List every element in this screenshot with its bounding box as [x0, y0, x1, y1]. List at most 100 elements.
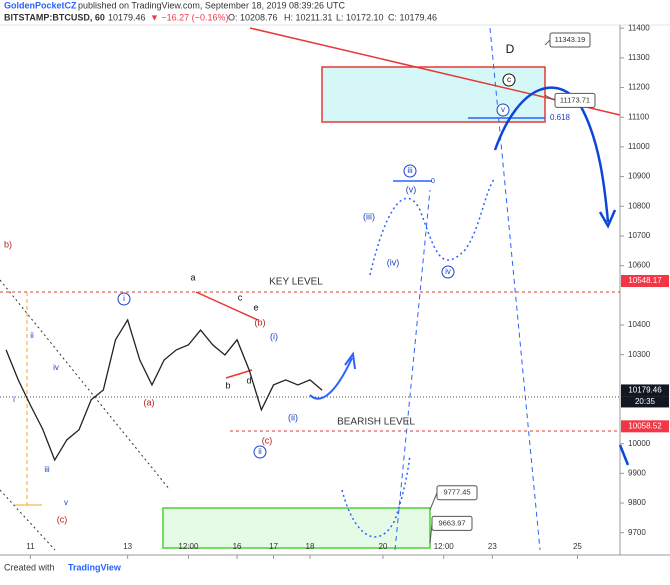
y-tick-label: 11200 — [628, 83, 650, 92]
annotation: v — [64, 498, 68, 507]
price-label-box — [621, 420, 669, 433]
y-tick-label: 11400 — [628, 23, 650, 32]
y-tick-label: 11100 — [628, 112, 650, 121]
annotation: (iii) — [363, 211, 375, 221]
open: O: 10208.76 — [228, 12, 278, 22]
annotation: iii — [407, 166, 413, 175]
x-tick-label: 17 — [269, 542, 278, 551]
last-price: 10179.46 — [108, 12, 146, 22]
footer-brand: TradingView — [68, 562, 122, 572]
annotation: iv — [445, 267, 451, 276]
y-tick-label: 10700 — [628, 231, 651, 240]
annotation: (iv) — [387, 257, 400, 267]
arrow-head — [598, 209, 617, 229]
wave-circle — [403, 164, 417, 178]
annotation: i — [13, 395, 15, 404]
x-tick-label: 18 — [306, 542, 315, 551]
callout-pointer — [429, 492, 438, 510]
y-tick-label: 10300 — [628, 350, 651, 359]
callout-box — [549, 32, 591, 48]
wedge-line — [225, 369, 253, 379]
wave-circle — [441, 265, 455, 279]
annotation: v — [501, 105, 505, 114]
y-tick-label: 10600 — [628, 261, 651, 270]
price-label-box — [621, 384, 669, 397]
footer-text: Created with — [4, 562, 55, 572]
annotation: D — [506, 42, 515, 56]
annotation: ii — [258, 447, 262, 456]
annotation: ii — [30, 331, 34, 340]
arrow-head — [344, 351, 356, 370]
price-label: 10058.52 — [628, 421, 662, 430]
callout-box — [431, 515, 473, 531]
projection-path — [369, 177, 496, 276]
y-tick-label: 11300 — [628, 53, 650, 62]
projection-line — [394, 189, 431, 551]
arrow-fragment — [618, 444, 630, 466]
author: GoldenPocketCZ — [4, 0, 77, 10]
channel-line — [0, 489, 56, 551]
annotation: iv — [53, 363, 59, 372]
wedge-line — [195, 291, 259, 321]
callout-box — [554, 92, 596, 108]
annotation: iii — [44, 465, 50, 474]
y-tick-label: 9700 — [628, 528, 646, 537]
countdown-box — [621, 396, 669, 408]
annotation: KEY LEVEL — [269, 277, 323, 288]
wave-circle — [253, 445, 267, 459]
annotation: (c) — [57, 514, 68, 524]
annotation: d — [246, 375, 251, 385]
price-line — [5, 318, 323, 462]
y-tick-label: 10800 — [628, 201, 651, 210]
annotation: BEARISH LEVEL — [337, 417, 415, 428]
symbol: BITSTAMP:BTCUSD, 60 — [4, 12, 105, 22]
wave-circle — [502, 73, 516, 87]
x-tick-label: 11 — [26, 542, 35, 551]
change: ▼ −16.27 (−0.16%) — [150, 12, 228, 22]
callout-label: 9777.45 — [443, 488, 470, 497]
annotation: c — [507, 75, 511, 84]
high: H: 10211.31 — [284, 12, 332, 22]
annotation: (i) — [270, 331, 278, 341]
annotation: b — [225, 380, 230, 390]
callout-pointer — [544, 39, 551, 46]
annotation: 0.618 — [550, 113, 571, 122]
callout-label: 9663.97 — [438, 518, 465, 527]
y-tick-label: 11000 — [628, 142, 650, 151]
wave-circle — [496, 103, 510, 117]
x-tick-label: 20 — [378, 542, 387, 551]
annotation: i — [123, 294, 125, 303]
countdown: 20:35 — [635, 397, 656, 406]
annotation: (v) — [406, 184, 417, 194]
x-tick-label: 12:00 — [434, 542, 455, 551]
y-tick-label: 9800 — [628, 498, 646, 507]
callout-label: 11343.19 — [555, 35, 586, 44]
annotation: (b) — [255, 317, 266, 327]
projection-line — [489, 27, 541, 551]
channel-line — [0, 279, 171, 491]
price-label: 10179.46 — [628, 386, 662, 395]
close: C: 10179.46 — [388, 12, 437, 22]
y-tick-label: 10400 — [628, 320, 651, 329]
price-label: 10548.17 — [628, 276, 662, 285]
support-zone — [162, 507, 431, 549]
y-tick-label: 10900 — [628, 172, 651, 181]
x-tick-label: 23 — [488, 542, 497, 551]
price-label-box — [621, 275, 669, 288]
x-tick-label: 25 — [573, 542, 582, 551]
annotation: b) — [4, 239, 12, 249]
projection-arrow — [309, 357, 353, 400]
x-tick-label: 16 — [233, 542, 242, 551]
annotation: (a) — [144, 397, 155, 407]
annotation: (c) — [262, 435, 273, 445]
wave-circle — [117, 292, 131, 306]
annotation: (ii) — [288, 412, 298, 422]
callout-label: 11173.71 — [560, 95, 590, 104]
annotation: e — [253, 302, 258, 312]
y-tick-label: 9900 — [628, 468, 646, 477]
annotation: 0 — [431, 178, 435, 185]
x-tick-label: 12:00 — [178, 542, 199, 551]
callout-pointer — [544, 94, 556, 101]
annotation: a — [190, 272, 195, 282]
